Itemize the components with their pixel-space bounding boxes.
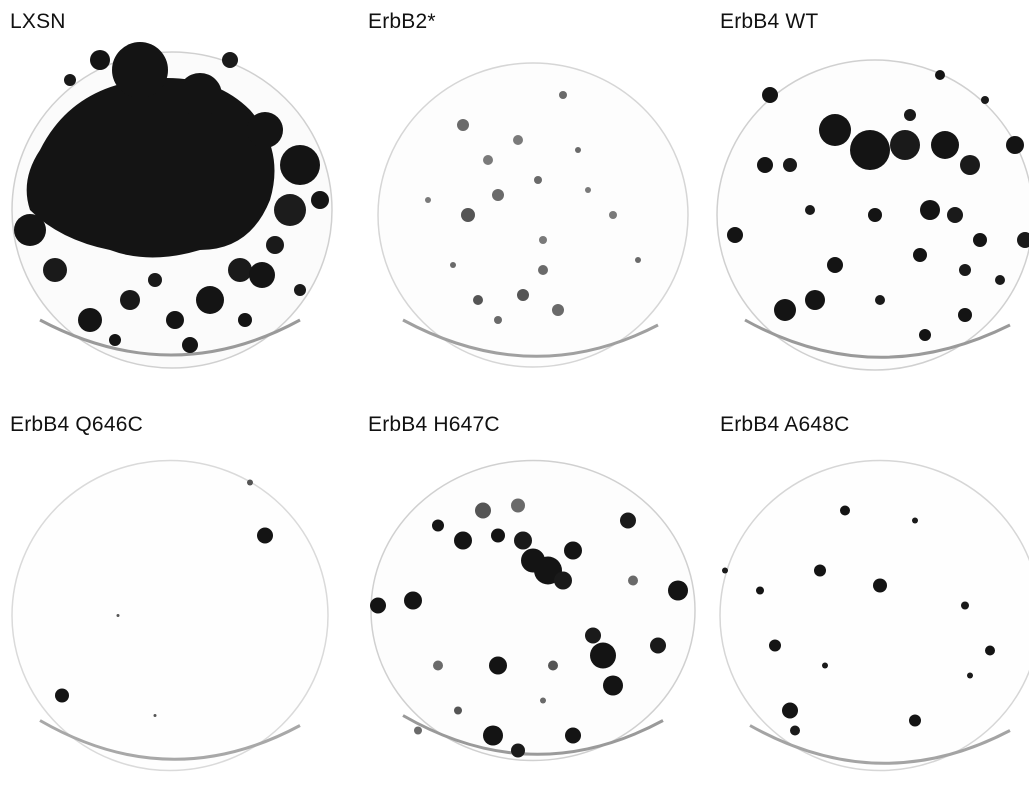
panel-label: LXSN [10, 10, 66, 33]
panel-label: ErbB2* [368, 10, 436, 33]
panel-erbb4-h647c: ErbB4 H647C [358, 403, 701, 790]
plate-lxsn [11, 42, 333, 369]
plate-erbb4-a648c [719, 459, 1029, 772]
panel-erbb4-q646c: ErbB4 Q646C [0, 403, 343, 790]
panel-label: ErbB4 H647C [368, 413, 500, 436]
plate-erbb4-h647c [370, 459, 696, 762]
plate-erbb2 [377, 62, 689, 368]
plate-erbb4-wt [716, 59, 1029, 371]
panel-erbb2: ErbB2* [358, 0, 701, 387]
panel-label: ErbB4 A648C [720, 413, 850, 436]
panel-erbb4-a648c: ErbB4 A648C [710, 403, 1029, 790]
panel-lxsn: LXSN [0, 0, 343, 387]
panel-label: ErbB4 WT [720, 10, 819, 33]
plate-erbb4-q646c [11, 459, 329, 772]
panel-erbb4-wt: ErbB4 WT [710, 0, 1029, 387]
panel-label: ErbB4 Q646C [10, 413, 143, 436]
